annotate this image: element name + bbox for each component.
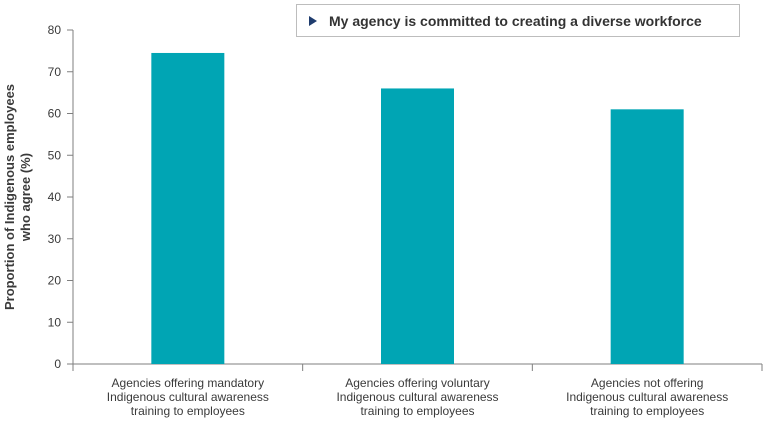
y-axis: 0 10 20 30 40 50 60 70 80 bbox=[48, 23, 74, 371]
y-axis-label: Proportion of Indigenous employees who ag… bbox=[2, 84, 33, 310]
x-category-label: Indigenous cultural awareness bbox=[336, 390, 498, 404]
legend: My agency is committed to creating a div… bbox=[296, 4, 740, 37]
x-category-label: training to employees bbox=[590, 404, 704, 418]
x-category-label: training to employees bbox=[360, 404, 474, 418]
legend-label: My agency is committed to creating a div… bbox=[329, 12, 702, 29]
y-tick-label: 50 bbox=[48, 148, 62, 162]
y-tick-label: 30 bbox=[48, 232, 62, 246]
x-category-label: training to employees bbox=[131, 404, 245, 418]
x-axis bbox=[72, 363, 763, 371]
x-category-label: Indigenous cultural awareness bbox=[107, 390, 269, 404]
bar bbox=[610, 109, 684, 364]
bar bbox=[151, 52, 225, 365]
y-axis-title-line: who agree (%) bbox=[18, 153, 33, 242]
y-tick-label: 10 bbox=[48, 315, 62, 329]
x-category-label: Agencies offering voluntary bbox=[345, 376, 490, 390]
x-category-label: Agencies not offering bbox=[591, 376, 704, 390]
y-tick-label: 40 bbox=[48, 190, 62, 204]
bars bbox=[151, 52, 684, 365]
y-tick-label: 60 bbox=[48, 107, 62, 121]
y-axis-title-line: Proportion of Indigenous employees bbox=[2, 84, 17, 310]
x-category-label: Indigenous cultural awareness bbox=[566, 390, 728, 404]
legend-marker-icon bbox=[309, 15, 317, 26]
bar bbox=[381, 88, 454, 364]
x-category-label: Agencies offering mandatory bbox=[112, 376, 265, 390]
y-tick-label: 80 bbox=[48, 23, 62, 37]
y-tick-label: 70 bbox=[48, 65, 62, 79]
y-tick-label: 0 bbox=[54, 357, 61, 371]
y-tick-label: 20 bbox=[48, 274, 62, 288]
